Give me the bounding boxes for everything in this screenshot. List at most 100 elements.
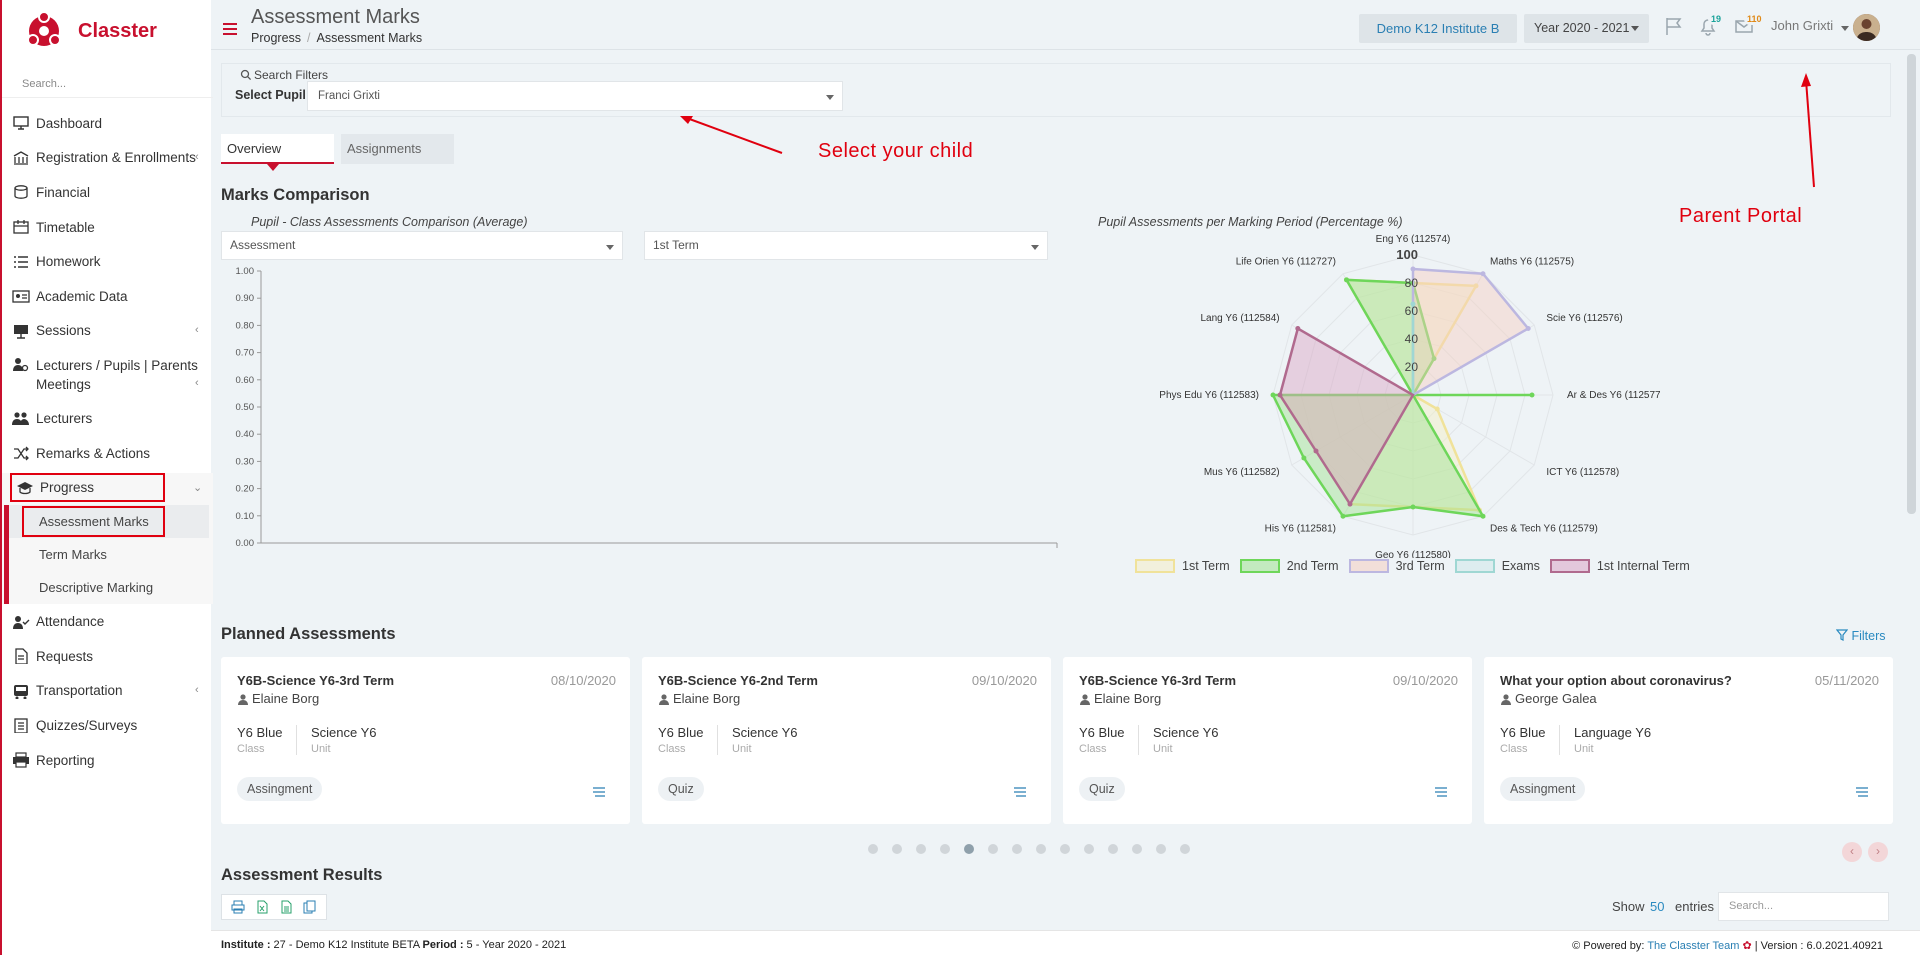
legend-item[interactable]: 1st Internal Term: [1549, 559, 1690, 573]
sidebar-item-attendance[interactable]: Attendance: [2, 604, 213, 639]
graduation-cap-icon: [17, 481, 33, 494]
carousel-next-button[interactable]: ›: [1868, 842, 1888, 862]
hamburger-menu-icon[interactable]: [223, 23, 237, 35]
breadcrumb-progress[interactable]: Progress: [251, 31, 302, 45]
sidebar-item-label: Quizzes/Surveys: [36, 717, 138, 733]
sidebar-nav: Dashboard Registration & Enrollments ‹ Fina…: [2, 106, 213, 777]
sidebar-item-sessions[interactable]: Sessions ‹: [2, 314, 213, 349]
assessment-card[interactable]: What your option about coronavirus? 05/11…: [1484, 657, 1893, 824]
csv-icon[interactable]: [279, 900, 293, 914]
carousel-dot[interactable]: [1012, 844, 1022, 854]
tab-assignments[interactable]: Assignments: [341, 134, 454, 164]
sidebar-item-requests[interactable]: Requests: [2, 639, 213, 674]
details-menu-icon[interactable]: [592, 787, 606, 797]
card-date: 05/11/2020: [1814, 673, 1879, 688]
term-select[interactable]: 1st Term: [644, 231, 1048, 260]
sidebar-item-lecturers[interactable]: Lecturers: [2, 401, 213, 436]
carousel-dot[interactable]: [1132, 844, 1142, 854]
user-avatar-icon: [1853, 14, 1880, 41]
carousel-dot[interactable]: [940, 844, 950, 854]
user-icon: [659, 694, 669, 705]
assessment-card[interactable]: Y6B-Science Y6-3rd Term 09/10/2020 Elaine …: [1063, 657, 1472, 824]
legend-item[interactable]: 1st Term: [1135, 559, 1230, 573]
card-title[interactable]: What your option about coronavirus?: [1500, 673, 1732, 688]
classter-team-link[interactable]: The Classter Team: [1647, 940, 1740, 952]
copy-icon[interactable]: [303, 900, 317, 914]
filters-button[interactable]: Filters: [1836, 629, 1886, 643]
sidebar-item-financial[interactable]: Financial: [2, 175, 213, 210]
radar-point: [1480, 271, 1486, 277]
carousel-dot[interactable]: [1108, 844, 1118, 854]
carousel-dot[interactable]: [988, 844, 998, 854]
sidebar-item-homework[interactable]: Homework: [2, 244, 213, 279]
legend-item[interactable]: Exams: [1454, 559, 1540, 573]
search-filters-title[interactable]: Search Filters: [240, 68, 328, 82]
carousel-dot[interactable]: [892, 844, 902, 854]
pupil-select[interactable]: Franci Grixti: [307, 81, 843, 111]
tab-overview[interactable]: Overview: [221, 134, 334, 164]
sidebar-item-label: Reporting: [36, 752, 95, 768]
carousel-dot[interactable]: [1180, 844, 1190, 854]
legend-item[interactable]: 2nd Term: [1239, 559, 1339, 573]
sidebar-item-transportation[interactable]: Transportation ‹: [2, 674, 213, 709]
card-title[interactable]: Y6B-Science Y6-2nd Term: [658, 673, 818, 688]
results-search-input[interactable]: Search...: [1718, 892, 1889, 921]
entries-count-select[interactable]: 50: [1650, 899, 1665, 914]
building-icon: [13, 151, 29, 165]
card-teacher: Elaine Borg: [1079, 691, 1161, 706]
sidebar-subitem-assessment-marks[interactable]: Assessment Marks: [4, 505, 209, 539]
caret-down-icon[interactable]: [1841, 26, 1849, 31]
sidebar-search-input[interactable]: Search...: [2, 70, 213, 98]
radar-point: [1480, 513, 1486, 519]
legend-item[interactable]: 3rd Term: [1348, 559, 1445, 573]
classter-logo-icon: [27, 11, 61, 46]
radar-category-label: Des & Tech Y6 (112579): [1490, 523, 1598, 534]
sidebar-subitem-term-marks[interactable]: Term Marks: [4, 538, 213, 572]
carousel-dot[interactable]: [1036, 844, 1046, 854]
scrollbar-thumb[interactable]: [1907, 54, 1916, 514]
active-tab-indicator: [267, 164, 279, 171]
assessment-card[interactable]: Y6B-Science Y6-3rd Term 08/10/2020 Elaine …: [221, 657, 630, 824]
sidebar-item-quizzes-surveys[interactable]: Quizzes/Surveys: [2, 708, 213, 743]
flag-icon[interactable]: [1663, 15, 1685, 37]
sidebar-item-remarks-actions[interactable]: Remarks & Actions: [2, 436, 213, 471]
sidebar-item-dashboard[interactable]: Dashboard: [2, 106, 213, 141]
logo[interactable]: Classter: [20, 10, 200, 52]
user-check-icon: [13, 615, 30, 629]
page-scrollbar[interactable]: [1905, 50, 1918, 930]
card-type-tag: Assingment: [237, 777, 323, 801]
sidebar-item-academic-data[interactable]: Academic Data: [2, 279, 213, 314]
details-menu-icon[interactable]: [1434, 787, 1448, 797]
annotation-select-child: Select your child: [818, 140, 974, 162]
radar-point: [1270, 392, 1276, 398]
details-menu-icon[interactable]: [1855, 787, 1869, 797]
sidebar-item-progress[interactable]: Progress ⌄: [10, 473, 202, 503]
print-icon[interactable]: [231, 900, 245, 914]
assessment-select[interactable]: Assessment: [221, 231, 623, 260]
sidebar-item-label: Academic Data: [36, 288, 128, 304]
assessment-card[interactable]: Y6B-Science Y6-2nd Term 09/10/2020 Elaine …: [642, 657, 1051, 824]
carousel-dot[interactable]: [1060, 844, 1070, 854]
year-selector[interactable]: Year 2020 - 2021: [1524, 14, 1649, 43]
id-card-icon: [12, 290, 30, 303]
radar-tick-label: 80: [1405, 276, 1419, 290]
excel-icon[interactable]: [255, 900, 269, 914]
user-name[interactable]: John Grixti: [1771, 18, 1834, 33]
carousel-dot[interactable]: [1156, 844, 1166, 854]
sidebar-item-timetable[interactable]: Timetable: [2, 210, 213, 245]
card-class-caption: Class: [237, 743, 265, 755]
carousel-dot[interactable]: [964, 844, 974, 854]
sidebar-subitem-descriptive-marking[interactable]: Descriptive Marking: [4, 571, 213, 605]
carousel-dot[interactable]: [868, 844, 878, 854]
avatar[interactable]: [1853, 14, 1880, 41]
institute-selector[interactable]: Demo K12 Institute B: [1359, 14, 1517, 43]
sidebar-item-registration-enrollments[interactable]: Registration & Enrollments ‹: [2, 141, 213, 176]
carousel-dot[interactable]: [1084, 844, 1094, 854]
card-title[interactable]: Y6B-Science Y6-3rd Term: [1079, 673, 1237, 688]
details-menu-icon[interactable]: [1013, 787, 1027, 797]
carousel-dot[interactable]: [916, 844, 926, 854]
sidebar-item-reporting[interactable]: Reporting: [2, 743, 213, 778]
carousel-prev-button[interactable]: ‹: [1842, 842, 1862, 862]
sidebar-item-lecturers-pupils-parents-meetings[interactable]: Lecturers / Pupils | Parents Meetings ‹: [2, 348, 213, 401]
card-title[interactable]: Y6B-Science Y6-3rd Term: [237, 673, 395, 688]
